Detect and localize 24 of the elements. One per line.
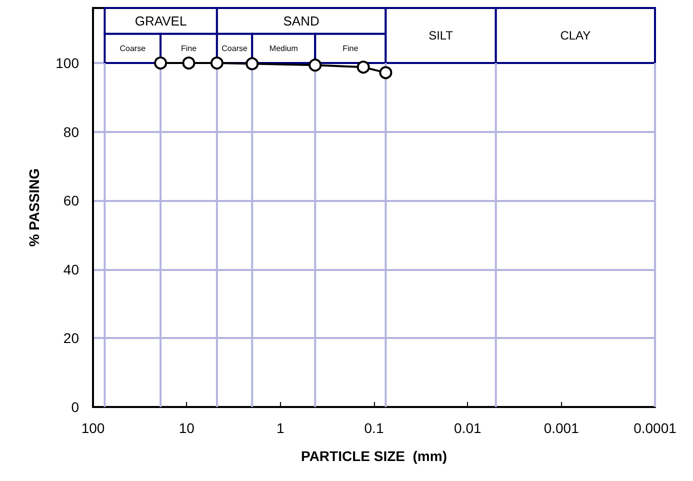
band-label: Coarse xyxy=(120,44,146,53)
y-tick-label: 60 xyxy=(63,192,80,209)
x-tick-label: 10 xyxy=(178,420,195,436)
x-tick-label: 1 xyxy=(276,420,284,436)
y-axis-title: % PASSING xyxy=(26,168,42,247)
band-label: CLAY xyxy=(560,28,591,43)
y-tick-label: 40 xyxy=(63,261,80,278)
x-axis-title: PARTICLE SIZE (mm) xyxy=(301,448,447,464)
y-tick-label: 100 xyxy=(56,55,80,72)
y-tick-label: 20 xyxy=(63,330,80,346)
band-label: Fine xyxy=(342,44,359,53)
x-tick-label: 0.01 xyxy=(454,420,482,436)
x-tick-label: 0.001 xyxy=(544,420,580,436)
band-label: SILT xyxy=(428,28,454,43)
band-label: SAND xyxy=(283,13,320,28)
x-tick-label: 0.1 xyxy=(364,420,384,436)
y-tick-label: 80 xyxy=(63,124,80,140)
x-tick-label: 100 xyxy=(81,420,105,436)
y-tick-label: 0 xyxy=(71,399,80,415)
band-label: Coarse xyxy=(222,44,248,53)
band-label: Fine xyxy=(180,44,198,53)
x-tick-label: 0.0001 xyxy=(634,420,677,436)
band-label: Medium xyxy=(269,44,298,53)
band-label: GRAVEL xyxy=(134,13,187,28)
